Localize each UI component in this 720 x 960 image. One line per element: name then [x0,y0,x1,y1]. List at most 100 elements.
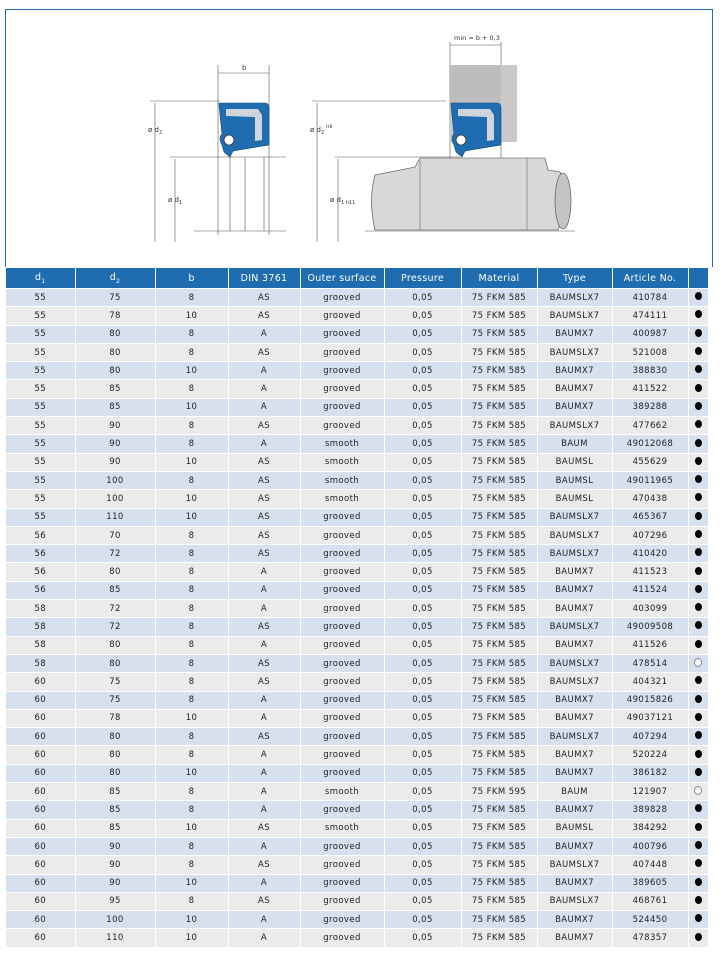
availability-cell [688,525,709,545]
cell-material: 75 FKM 585 [461,580,538,600]
cell-type: BAUMSL [537,489,613,509]
cell-d2: 80 [75,727,156,746]
cell-article-no: 400796 [612,836,689,856]
cell-article-no: 400987 [612,324,689,344]
cell-article-no: 121907 [612,782,689,801]
cell-outer-surface: grooved [300,928,385,947]
cell-type: BAUMSLX7 [537,507,613,527]
cell-b: 10 [155,507,229,527]
cell-outer-surface: grooved [300,745,385,765]
header-outer-surface: Outer surface [300,268,385,289]
cell-outer-surface: smooth [300,470,385,490]
cell-material: 75 FKM 585 [461,507,538,527]
availability-cell [688,470,709,490]
cell-d2: 72 [75,544,156,563]
table-row: 58 72 8 AS grooved 0,05 75 FKM 585 BAUMSLX7 4900… [6,617,709,637]
cell-article-no: 474111 [612,306,689,326]
cell-d1: 55 [6,434,76,454]
cell-din: A [228,763,301,783]
availability-cell [688,873,709,893]
cell-outer-surface: grooved [300,416,385,435]
cell-d2: 100 [75,489,156,509]
cell-type: BAUMX7 [537,836,613,856]
cell-pressure: 0,05 [384,580,462,600]
cell-din: AS [228,891,301,911]
cell-d1: 60 [6,928,76,947]
filled-circle-icon [694,621,702,630]
filled-circle-icon [694,731,702,740]
min-width-label: min = b + 0,3 [454,34,500,42]
cell-din: A [228,708,301,728]
cell-din: A [228,562,301,582]
cell-pressure: 0,05 [384,617,462,637]
cell-material: 75 FKM 595 [461,782,538,801]
table-row: 55 110 10 AS grooved 0,05 75 FKM 585 BAUMSLX7 46… [6,507,709,527]
cell-b: 8 [155,855,229,874]
cell-d2: 110 [75,507,156,527]
cell-article-no: 49009508 [612,617,689,637]
cell-outer-surface: grooved [300,525,385,545]
cell-b: 8 [155,727,229,746]
cell-material: 75 FKM 585 [461,690,538,710]
cell-pressure: 0,05 [384,836,462,856]
availability-cell [688,836,709,856]
cell-material: 75 FKM 585 [461,452,538,472]
open-circle-icon [694,785,702,795]
filled-circle-icon [694,712,702,721]
availability-cell [688,379,709,399]
availability-cell [688,599,709,618]
d2-label: ø d2 [148,126,162,136]
availability-cell [688,782,709,801]
cell-pressure: 0,05 [384,672,462,692]
cell-d2: 85 [75,379,156,399]
cell-d1: 55 [6,452,76,472]
filled-circle-icon [694,694,702,703]
cell-b: 8 [155,836,229,856]
cell-type: BAUMSL [537,452,613,472]
cell-article-no: 407296 [612,525,689,545]
cell-din: AS [228,727,301,746]
cell-pressure: 0,05 [384,782,462,801]
cell-b: 8 [155,635,229,655]
cell-type: BAUMX7 [537,599,613,618]
cell-type: BAUMX7 [537,763,613,783]
cell-outer-surface: grooved [300,800,385,820]
cell-type: BAUMX7 [537,708,613,728]
cell-din: A [228,800,301,820]
cell-pressure: 0,05 [384,470,462,490]
cell-b: 8 [155,562,229,582]
cell-pressure: 0,05 [384,434,462,454]
cell-d1: 58 [6,617,76,637]
cell-pressure: 0,05 [384,635,462,655]
availability-cell [688,342,709,362]
header-type: Type [537,268,613,289]
availability-cell [688,763,709,783]
cell-din: A [228,361,301,380]
cell-type: BAUMX7 [537,635,613,655]
cell-article-no: 407448 [612,855,689,874]
cell-b: 8 [155,800,229,820]
cell-outer-surface: grooved [300,599,385,618]
cell-outer-surface: grooved [300,910,385,929]
cell-outer-surface: smooth [300,452,385,472]
cell-b: 8 [155,745,229,765]
cell-b: 10 [155,306,229,326]
cell-d1: 60 [6,727,76,746]
cell-pressure: 0,05 [384,708,462,728]
header-d2: d2 [75,268,156,289]
cell-din: A [228,782,301,801]
cell-d2: 75 [75,672,156,692]
cell-pressure: 0,05 [384,855,462,874]
cell-d2: 78 [75,306,156,326]
cell-d2: 85 [75,397,156,417]
cell-d2: 80 [75,324,156,344]
shaft [371,157,565,231]
cell-din: AS [228,544,301,563]
cell-type: BAUMX7 [537,562,613,582]
header-article-no: Article No. [612,268,689,289]
b-label: b [242,64,247,72]
availability-cell [688,507,709,527]
